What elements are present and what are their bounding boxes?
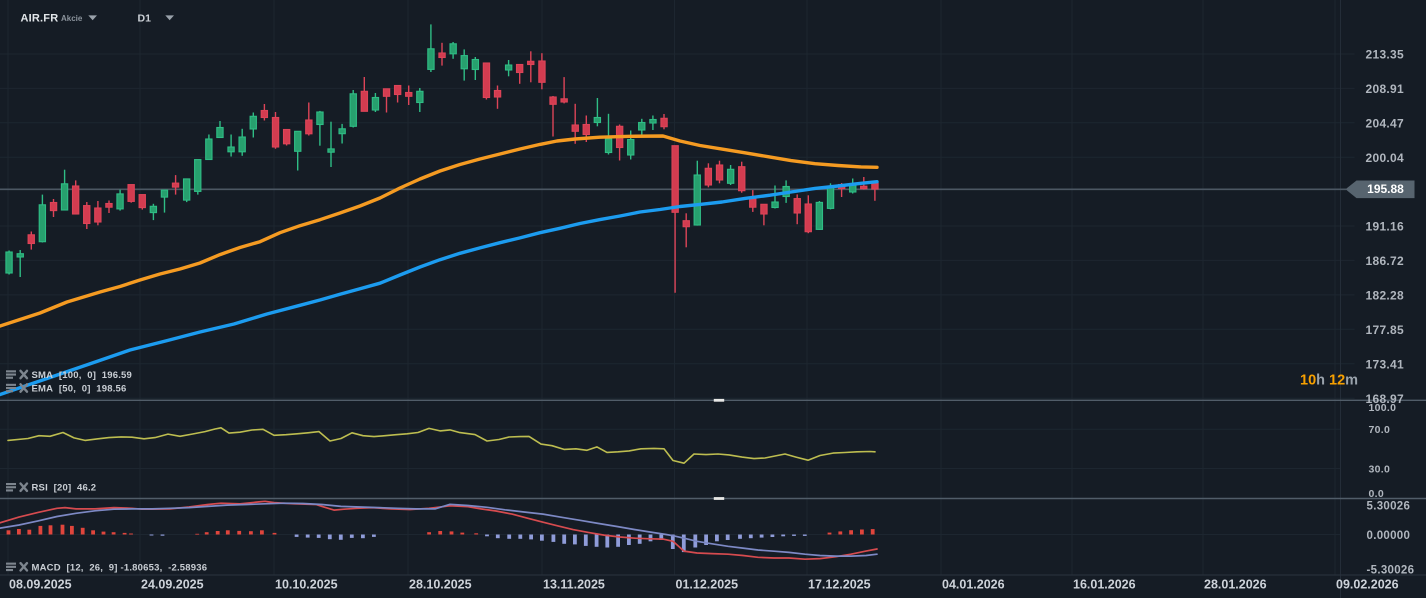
svg-text:177.85: 177.85 bbox=[1366, 323, 1405, 337]
svg-text:28.10.2025: 28.10.2025 bbox=[409, 577, 472, 591]
svg-text:30.0: 30.0 bbox=[1369, 464, 1391, 476]
svg-text:5.30026: 5.30026 bbox=[1367, 501, 1411, 513]
svg-text:0.0: 0.0 bbox=[1369, 488, 1385, 500]
svg-text:16.01.2026: 16.01.2026 bbox=[1073, 577, 1136, 591]
svg-text:204.47: 204.47 bbox=[1366, 116, 1405, 130]
svg-text:213.35: 213.35 bbox=[1366, 48, 1405, 62]
svg-text:24.09.2025: 24.09.2025 bbox=[141, 577, 204, 591]
svg-text:Akcie: Akcie bbox=[61, 14, 83, 23]
svg-text:173.41: 173.41 bbox=[1366, 357, 1405, 371]
svg-text:MACD [12, 26, 9] -1.80653,: MACD [12, 26, 9] -1.80653, -2.58936 bbox=[32, 562, 208, 573]
svg-text:186.72: 186.72 bbox=[1366, 254, 1405, 268]
svg-text:04.01.2026: 04.01.2026 bbox=[942, 577, 1005, 591]
svg-text:EMA [50, 0] 198.56: EMA [50, 0] 198.56 bbox=[32, 384, 127, 395]
svg-text:RSI [20] 46.2: RSI [20] 46.2 bbox=[32, 483, 97, 494]
svg-text:191.16: 191.16 bbox=[1366, 220, 1405, 234]
svg-text:AIR.FR: AIR.FR bbox=[21, 13, 59, 25]
svg-text:10.10.2025: 10.10.2025 bbox=[275, 577, 338, 591]
svg-text:17.12.2025: 17.12.2025 bbox=[808, 577, 871, 591]
svg-text:0.00000: 0.00000 bbox=[1367, 530, 1411, 542]
svg-text:195.88: 195.88 bbox=[1367, 182, 1404, 196]
svg-text:09.02.2026: 09.02.2026 bbox=[1336, 577, 1399, 591]
svg-text:-5.30026: -5.30026 bbox=[1367, 565, 1415, 577]
svg-text:SMA [100, 0] 196.59: SMA [100, 0] 196.59 bbox=[32, 370, 133, 381]
svg-text:200.04: 200.04 bbox=[1366, 151, 1405, 165]
svg-text:08.09.2025: 08.09.2025 bbox=[9, 577, 72, 591]
svg-text:208.91: 208.91 bbox=[1366, 82, 1405, 96]
svg-text:168.97: 168.97 bbox=[1366, 392, 1405, 406]
svg-text:01.12.2025: 01.12.2025 bbox=[676, 577, 739, 591]
svg-text:100.0: 100.0 bbox=[1369, 402, 1397, 414]
svg-text:10h 12m: 10h 12m bbox=[1300, 372, 1358, 388]
svg-text:28.01.2026: 28.01.2026 bbox=[1204, 577, 1267, 591]
svg-text:D1: D1 bbox=[138, 12, 152, 24]
svg-text:13.11.2025: 13.11.2025 bbox=[543, 577, 605, 591]
svg-text:182.28: 182.28 bbox=[1366, 289, 1405, 303]
svg-text:70.0: 70.0 bbox=[1369, 424, 1391, 436]
